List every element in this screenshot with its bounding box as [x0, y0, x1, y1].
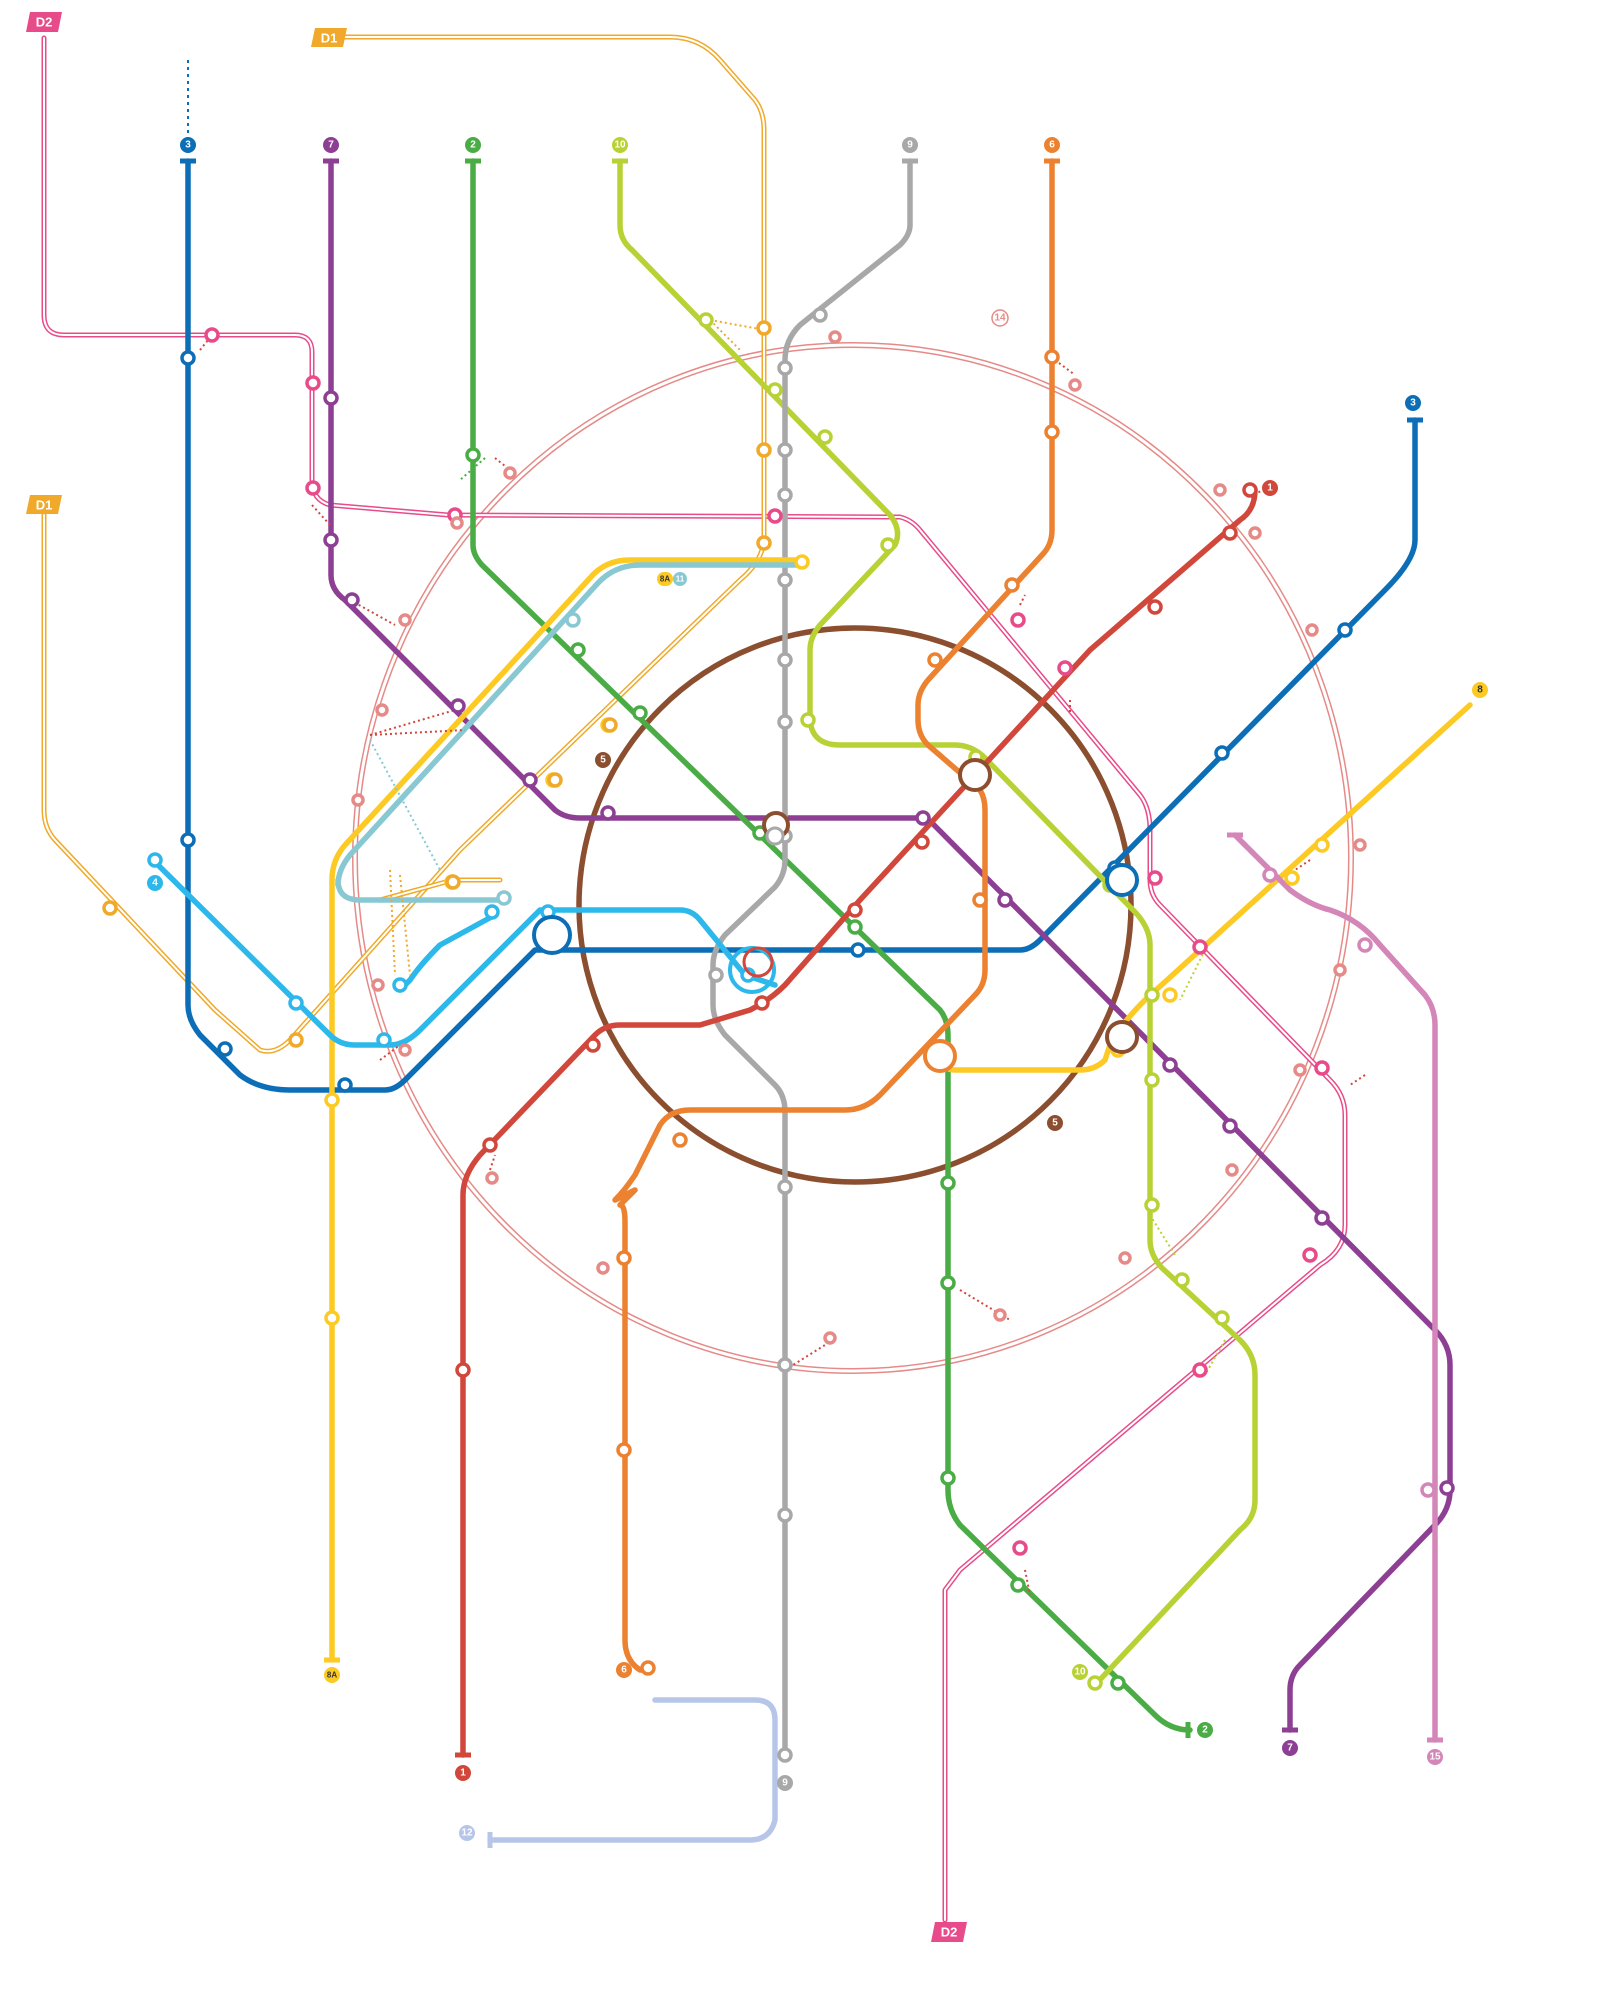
svg-text:12: 12: [461, 1828, 473, 1839]
badge-line-8-right: 8: [1472, 682, 1488, 698]
svg-text:D1: D1: [36, 498, 53, 513]
svg-text:3: 3: [1410, 398, 1416, 409]
line-8: [932, 702, 1473, 1073]
line-4: [152, 859, 778, 1048]
badge-line-3-top: 3: [180, 137, 196, 153]
badge-d2-top: D2: [26, 12, 62, 32]
line-3: [180, 60, 1423, 1093]
svg-text:10: 10: [1074, 1667, 1086, 1678]
badge-line-7-top: 7: [323, 137, 339, 153]
transfer-connectors: [199, 319, 1366, 1596]
line-15: [1227, 832, 1443, 1743]
line-2: [465, 158, 1193, 1738]
line-d2: [41, 35, 1348, 1923]
badge-d1-top: D1: [311, 28, 347, 47]
badge-line-6-top: 6: [1044, 137, 1060, 153]
svg-text:D1: D1: [321, 31, 338, 46]
svg-text:3: 3: [185, 140, 191, 151]
svg-text:9: 9: [907, 140, 913, 151]
badge-d1-left: D1: [26, 495, 62, 514]
stations: [102, 307, 1455, 1763]
badge-line-4-left: 4: [147, 875, 163, 891]
svg-text:8: 8: [1477, 685, 1483, 696]
badge-line-3-right: 3: [1405, 395, 1421, 411]
badge-d2-bottom: D2: [931, 1922, 967, 1942]
svg-text:5: 5: [1052, 1118, 1058, 1129]
line-10: [612, 158, 1258, 1688]
svg-text:6: 6: [1049, 140, 1055, 151]
badge-line-14: 14: [991, 309, 1009, 327]
svg-text:14: 14: [994, 313, 1006, 324]
svg-text:6: 6: [621, 1665, 627, 1676]
badge-line-2-bottom: 2: [1197, 1722, 1213, 1738]
badge-line-10-bottom: 10: [1072, 1664, 1088, 1680]
svg-text:15: 15: [1429, 1752, 1441, 1763]
svg-text:5: 5: [600, 755, 606, 766]
svg-text:9: 9: [782, 1778, 788, 1789]
badge-line-7-bottom: 7: [1282, 1740, 1298, 1756]
badge-line-5-right: 5: [1047, 1115, 1063, 1131]
svg-text:D2: D2: [941, 1925, 958, 1940]
line-12: [487, 1697, 778, 1848]
svg-text:8A: 8A: [327, 1671, 337, 1680]
badge-line-1-bottom: 1: [455, 1765, 471, 1781]
line-14-mcc: [352, 342, 1354, 1374]
badge-line-1-right: 1: [1262, 480, 1278, 496]
line-6: [612, 158, 1060, 1673]
badge-line-8a-bottom: 8A: [324, 1667, 340, 1683]
svg-text:2: 2: [470, 140, 476, 151]
line-1: [455, 487, 1258, 1758]
badge-line-9-bottom: 9: [777, 1775, 793, 1791]
svg-text:8A: 8A: [660, 575, 670, 584]
badge-line-15-bottom: 15: [1427, 1749, 1443, 1765]
svg-text:10: 10: [614, 140, 626, 151]
line-8a: [324, 557, 803, 1663]
badge-line-10-top: 10: [612, 137, 628, 153]
svg-text:1: 1: [1267, 483, 1273, 494]
badge-line-5-left: 5: [595, 752, 611, 768]
badge-line-9-top: 9: [902, 137, 918, 153]
line-7: [323, 158, 1453, 1733]
line-9: [710, 158, 918, 1758]
line-11: [335, 562, 803, 903]
svg-text:7: 7: [1287, 1743, 1293, 1754]
svg-text:2: 2: [1202, 1725, 1208, 1736]
badge-line-6-bottom: 6: [616, 1662, 632, 1678]
svg-text:11: 11: [676, 575, 685, 584]
svg-text:D2: D2: [36, 15, 53, 30]
badge-line-8a-11: 8A 11: [657, 572, 687, 586]
badge-line-12-bottom: 12: [459, 1825, 475, 1841]
svg-text:1: 1: [460, 1768, 466, 1779]
svg-text:4: 4: [152, 878, 158, 889]
badge-line-2-top: 2: [465, 137, 481, 153]
svg-text:7: 7: [328, 140, 334, 151]
